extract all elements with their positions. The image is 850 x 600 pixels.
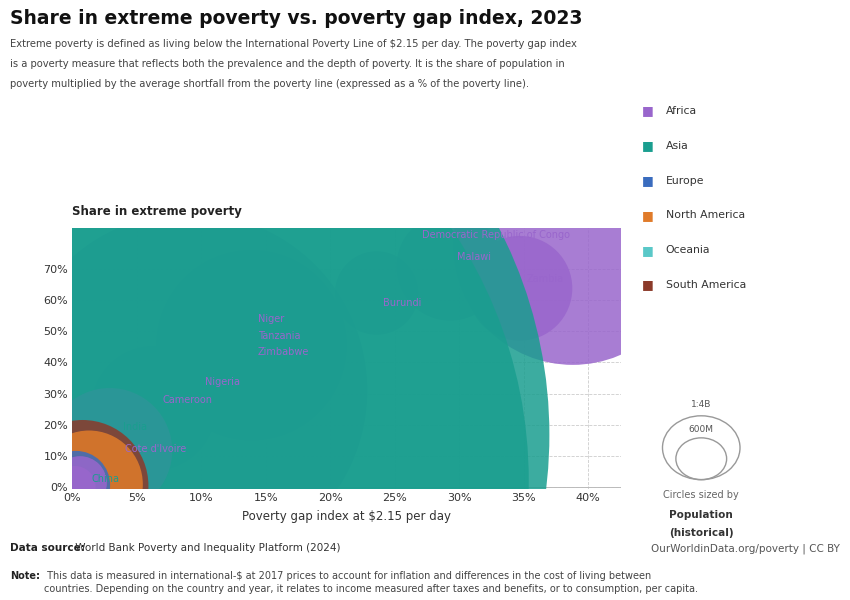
Text: Asia: Asia [666,141,689,151]
Point [245,356,258,366]
Text: ■: ■ [642,278,654,292]
Text: This data is measured in international-$ at 2017 prices to account for inflation: This data is measured in international-$… [44,571,698,595]
Text: ■: ■ [642,174,654,187]
Text: Europe: Europe [666,176,704,185]
Point [140,409,154,419]
Point [370,288,383,298]
Point [88,417,102,427]
Text: in Data: in Data [731,40,774,50]
Text: Democratic Republic of Congo: Democratic Republic of Congo [422,230,570,239]
Text: ■: ■ [642,139,654,152]
Text: ■: ■ [642,209,654,222]
Text: ■: ■ [642,244,654,257]
Text: is a poverty measure that reflects both the prevalence and the depth of poverty.: is a poverty measure that reflects both … [10,59,565,69]
Point [72,476,86,485]
Text: Our World: Our World [722,20,782,30]
Point [147,404,161,413]
X-axis label: Poverty gap index at $2.15 per day: Poverty gap index at $2.15 per day [242,510,450,523]
Text: South America: South America [666,280,745,290]
Point [513,284,527,293]
Text: Cameroon: Cameroon [162,395,212,405]
Text: (historical): (historical) [669,528,734,538]
Text: North America: North America [666,211,745,220]
Point [103,446,116,455]
Text: Africa: Africa [666,106,697,116]
Text: poverty multiplied by the average shortfall from the poverty line (expressed as : poverty multiplied by the average shortf… [10,79,530,89]
Point [93,430,106,440]
Point [82,479,96,489]
Text: 600M: 600M [688,425,714,434]
Point [83,452,97,462]
Point [183,386,196,395]
Text: China: China [92,474,120,484]
Text: OurWorldinData.org/poverty | CC BY: OurWorldinData.org/poverty | CC BY [651,543,840,553]
Text: World Bank Poverty and Inequality Platform (2024): World Bank Poverty and Inequality Platfo… [72,543,341,553]
Text: India: India [122,422,146,432]
Text: Share in extreme poverty vs. poverty gap index, 2023: Share in extreme poverty vs. poverty gap… [10,9,583,28]
Text: Zimbabwe: Zimbabwe [258,347,309,358]
Point [245,340,258,350]
Text: Extreme poverty is defined as living below the International Poverty Line of $2.: Extreme poverty is defined as living bel… [10,39,577,49]
Text: Tanzania: Tanzania [258,331,301,341]
Text: Population: Population [670,510,733,520]
Point [73,478,87,488]
Point [444,262,457,272]
Text: Share in extreme poverty: Share in extreme poverty [72,205,242,218]
Point [245,324,258,334]
Point [566,241,580,250]
Point [220,385,234,395]
Point [76,481,89,491]
Text: 1:4B: 1:4B [691,400,711,409]
Text: Zambia: Zambia [526,274,564,284]
Text: Malawi: Malawi [456,252,490,262]
Text: Circles sized by: Circles sized by [663,490,740,500]
Text: Note:: Note: [10,571,40,581]
Text: Cote d'Ivoire: Cote d'Ivoire [125,444,186,454]
Text: Niger: Niger [258,314,284,324]
Text: Oceania: Oceania [666,245,710,255]
Text: ■: ■ [642,104,654,118]
Text: Nigeria: Nigeria [205,377,240,387]
Text: Burundi: Burundi [383,298,422,308]
Point [68,482,82,491]
Point [70,480,83,490]
Text: Data source:: Data source: [10,543,85,553]
